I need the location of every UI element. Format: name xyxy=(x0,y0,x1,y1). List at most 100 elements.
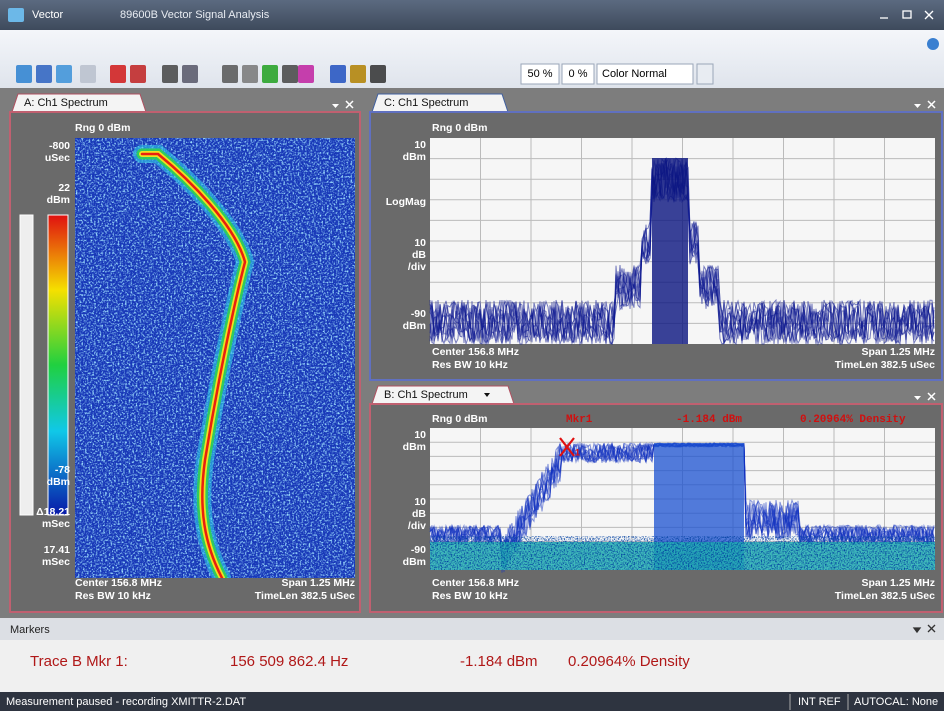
toolbar-button[interactable] xyxy=(162,65,178,83)
axis-label: 10 xyxy=(414,139,426,151)
tab-label[interactable]: A: Ch1 Spectrum xyxy=(24,97,108,109)
axis-label: dBm xyxy=(403,441,426,453)
zoom[interactable]: 50 % xyxy=(527,68,552,80)
dropdown[interactable] xyxy=(696,63,714,85)
trace-curve xyxy=(133,145,255,578)
marker-id: 1 xyxy=(575,447,580,457)
offset-box[interactable] xyxy=(561,63,595,85)
footer-label: Res BW 10 kHz xyxy=(432,590,508,602)
axis-label: /div xyxy=(408,261,426,273)
footer-label: TimeLen 382.5 uSec xyxy=(255,590,355,602)
panel-close[interactable] xyxy=(927,392,936,401)
footer-label: TimeLen 382.5 uSec xyxy=(835,590,935,602)
footer-label: Span 1.25 MHz xyxy=(281,577,355,589)
axis-label: Δ18.21 xyxy=(36,506,70,518)
toolbar-button[interactable] xyxy=(262,65,278,83)
color-scale xyxy=(47,214,69,516)
marker-amplitude: -1.184 dBm xyxy=(460,653,538,670)
axis-label: 10 xyxy=(414,429,426,441)
spectrum-fill xyxy=(652,158,688,344)
axis-label: dBm xyxy=(403,556,426,568)
noise-speckle xyxy=(430,536,935,570)
panel-close[interactable] xyxy=(345,100,354,109)
panel-menu[interactable] xyxy=(332,104,339,108)
toolbar-button[interactable] xyxy=(350,65,366,83)
toolbar-button[interactable] xyxy=(222,65,238,83)
marker-density: 0.20964% Density xyxy=(800,414,906,426)
footer-label: Span 1.25 MHz xyxy=(861,346,935,358)
axis-label: dB xyxy=(412,249,426,261)
range-label: Rng 0 dBm xyxy=(432,122,487,134)
axis-label: /div xyxy=(408,520,426,532)
status-ref: INT REF xyxy=(798,696,841,708)
axis-label: 22 xyxy=(58,182,70,194)
toolbar-button[interactable] xyxy=(16,65,32,83)
axis-label: mSec xyxy=(42,556,70,568)
panel-menu[interactable] xyxy=(914,104,921,108)
marker-trace: Trace B Mkr 1: xyxy=(30,653,128,670)
toolbar-button[interactable] xyxy=(282,65,298,83)
app-icon xyxy=(8,8,24,22)
title-bar xyxy=(0,0,944,30)
toolbar-button[interactable] xyxy=(330,65,346,83)
axis-label: mSec xyxy=(42,518,70,530)
marker-name: Mkr1 xyxy=(566,414,593,426)
color-mode[interactable]: Color Normal xyxy=(602,68,667,80)
axis-label: uSec xyxy=(45,152,70,164)
panel-menu[interactable] xyxy=(914,396,921,400)
axis-label: dBm xyxy=(47,194,70,206)
marker-value: -1.184 dBm xyxy=(676,414,742,426)
toolbar-button[interactable] xyxy=(80,65,96,83)
marker-density: 0.20964% Density xyxy=(568,653,690,670)
axis-label: -90 xyxy=(411,544,426,556)
panel-close[interactable] xyxy=(927,100,936,109)
color-mode-box[interactable] xyxy=(596,63,694,85)
zoom-box[interactable] xyxy=(520,63,560,85)
markers-title: Markers xyxy=(10,624,50,636)
range-label: Rng 0 dBm xyxy=(432,413,487,425)
window-controls[interactable] xyxy=(880,10,934,20)
range-label: Rng 0 dBm xyxy=(75,122,130,134)
axis-label: -78 xyxy=(55,464,70,476)
footer-label: Res BW 10 kHz xyxy=(432,359,508,371)
toolbar-button[interactable] xyxy=(182,65,198,83)
axis-label: LogMag xyxy=(386,196,426,208)
color-scale-outline xyxy=(19,214,34,516)
app-name: Vector xyxy=(32,9,64,21)
help-icon[interactable] xyxy=(927,38,939,50)
status-message: Measurement paused - recording XMITTR-2.… xyxy=(6,696,246,708)
axis-label: -90 xyxy=(411,308,426,320)
footer-label: Res BW 10 kHz xyxy=(75,590,151,602)
toolbar-button[interactable] xyxy=(242,65,258,83)
footer-label: Center 156.8 MHz xyxy=(432,346,519,358)
status-autocal: AUTOCAL: None xyxy=(854,696,938,708)
footer-label: Center 156.8 MHz xyxy=(432,577,519,589)
footer-label: TimeLen 382.5 uSec xyxy=(835,359,935,371)
axis-label: 10 xyxy=(414,496,426,508)
tab-label[interactable]: B: Ch1 Spectrum xyxy=(384,389,468,401)
markers-controls[interactable] xyxy=(912,624,936,634)
trace-band xyxy=(140,152,247,578)
axis-label: dB xyxy=(412,508,426,520)
toolbar-button[interactable] xyxy=(370,65,386,83)
axis-label: dBm xyxy=(403,151,426,163)
toolbar-button[interactable] xyxy=(110,65,126,83)
offset[interactable]: 0 % xyxy=(569,68,588,80)
axis-label: 17.41 xyxy=(44,544,70,556)
footer-label: Span 1.25 MHz xyxy=(861,577,935,589)
axis-label: -800 xyxy=(49,140,70,152)
axis-label: dBm xyxy=(47,476,70,488)
toolbar-button[interactable] xyxy=(298,65,314,83)
axis-label: dBm xyxy=(403,320,426,332)
marker-x xyxy=(559,437,575,457)
toolbar-button[interactable] xyxy=(56,65,72,83)
toolbar-button[interactable] xyxy=(36,65,52,83)
footer-label: Center 156.8 MHz xyxy=(75,577,162,589)
tab-label[interactable]: C: Ch1 Spectrum xyxy=(384,97,468,109)
tab-menu[interactable] xyxy=(484,393,490,397)
markers-header xyxy=(0,618,944,640)
toolbar-button[interactable] xyxy=(130,65,146,83)
menu-toolbar-area xyxy=(0,30,944,88)
marker-frequency: 156 509 862.4 Hz xyxy=(230,653,348,670)
